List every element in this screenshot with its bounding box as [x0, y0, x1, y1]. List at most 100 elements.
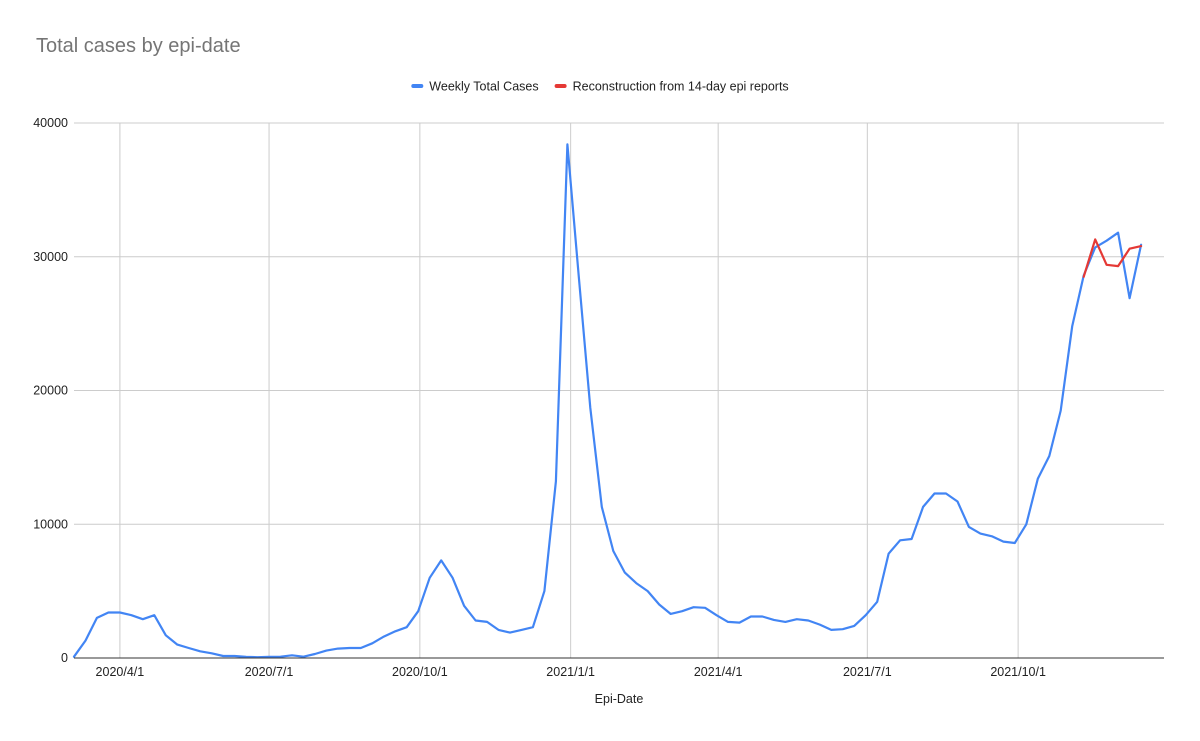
data-point [783, 620, 787, 624]
data-point [1093, 237, 1097, 241]
data-point [978, 532, 982, 536]
data-point [1116, 231, 1120, 235]
data-point [611, 549, 615, 553]
data-point [634, 581, 638, 585]
data-point [623, 570, 627, 574]
data-point [439, 558, 443, 562]
chart-title: Total cases by epi-date [36, 35, 241, 57]
x-tick-label: 2021/10/1 [990, 665, 1046, 679]
chart-legend: Weekly Total Cases Reconstruction from 14… [411, 80, 789, 94]
data-point [416, 609, 420, 613]
data-point [164, 633, 168, 637]
series-line [72, 143, 1143, 659]
data-point [1105, 263, 1109, 267]
data-point [1105, 239, 1109, 243]
data-point [520, 628, 524, 632]
x-tick-label: 2020/10/1 [392, 665, 448, 679]
data-point [1128, 247, 1132, 251]
data-point [485, 620, 489, 624]
data-point [715, 613, 719, 617]
series-line [1082, 238, 1143, 278]
data-point [405, 625, 409, 629]
data-point [841, 627, 845, 631]
data-point [313, 652, 317, 656]
data-point [175, 643, 179, 647]
x-tick-label: 2021/7/1 [843, 665, 892, 679]
legend-item: Reconstruction from 14-day epi reports [554, 80, 789, 94]
data-point [210, 651, 214, 655]
data-point [1047, 454, 1051, 458]
data-point [1128, 296, 1132, 300]
data-point [738, 621, 742, 625]
data-point [451, 576, 455, 580]
data-point [324, 649, 328, 653]
data-point [256, 655, 260, 659]
data-point [680, 609, 684, 613]
data-point [290, 653, 294, 657]
data-point [669, 612, 673, 616]
y-tick-label: 20000 [33, 384, 68, 398]
data-point [542, 589, 546, 593]
data-point [1116, 264, 1120, 268]
data-point [944, 492, 948, 496]
data-point [1013, 541, 1017, 545]
legend-label: Weekly Total Cases [429, 80, 538, 94]
data-point [795, 617, 799, 621]
series-reconstruction-from-14-day-epi-reports [1082, 237, 1143, 279]
data-point [967, 525, 971, 529]
x-tick-label: 2021/4/1 [694, 665, 743, 679]
data-point [577, 275, 581, 279]
data-point [898, 538, 902, 542]
data-point [393, 629, 397, 633]
x-axis-tick-labels: 2020/4/1 2020/7/1 2020/10/1 2021/1/1 2021/4/… [96, 665, 1046, 679]
data-point [129, 613, 133, 617]
data-point [370, 641, 374, 645]
data-point [187, 646, 191, 650]
y-tick-label: 10000 [33, 517, 68, 531]
legend-label: Reconstruction from 14-day epi reports [573, 80, 789, 94]
data-point [1024, 522, 1028, 526]
data-point [152, 613, 156, 617]
data-point [990, 534, 994, 538]
x-tick-label: 2020/4/1 [96, 665, 145, 679]
data-point [95, 616, 99, 620]
data-point [336, 647, 340, 651]
data-point [198, 649, 202, 653]
data-point [829, 628, 833, 632]
data-point [118, 611, 122, 615]
x-axis-title: Epi-Date [595, 692, 644, 706]
data-point [554, 479, 558, 483]
data-point [772, 618, 776, 622]
data-point [233, 654, 237, 658]
data-point [1036, 477, 1040, 481]
y-gridlines [74, 122, 1164, 525]
data-point [875, 600, 879, 604]
data-point [1001, 540, 1005, 544]
data-point [531, 625, 535, 629]
data-point [852, 624, 856, 628]
data-point [726, 620, 730, 624]
data-point [1139, 244, 1143, 248]
data-point [646, 589, 650, 593]
x-tick-label: 2021/1/1 [546, 665, 595, 679]
x-tick-label: 2020/7/1 [245, 665, 294, 679]
y-axis-tick-labels: 0 10000 20000 30000 40000 [33, 116, 68, 665]
legend-item: Weekly Total Cases [411, 80, 539, 94]
data-point [749, 615, 753, 619]
data-point [600, 505, 604, 509]
data-point [1082, 275, 1086, 279]
data-point [462, 604, 466, 608]
data-point [347, 646, 351, 650]
data-point [703, 606, 707, 610]
data-point [84, 639, 88, 643]
data-point [588, 406, 592, 410]
y-tick-label: 40000 [33, 116, 68, 130]
data-point [508, 631, 512, 635]
data-point [910, 537, 914, 541]
data-point [1059, 409, 1063, 413]
data-point [1070, 324, 1074, 328]
data-point [818, 623, 822, 627]
data-point [565, 142, 569, 146]
data-point [106, 611, 110, 615]
